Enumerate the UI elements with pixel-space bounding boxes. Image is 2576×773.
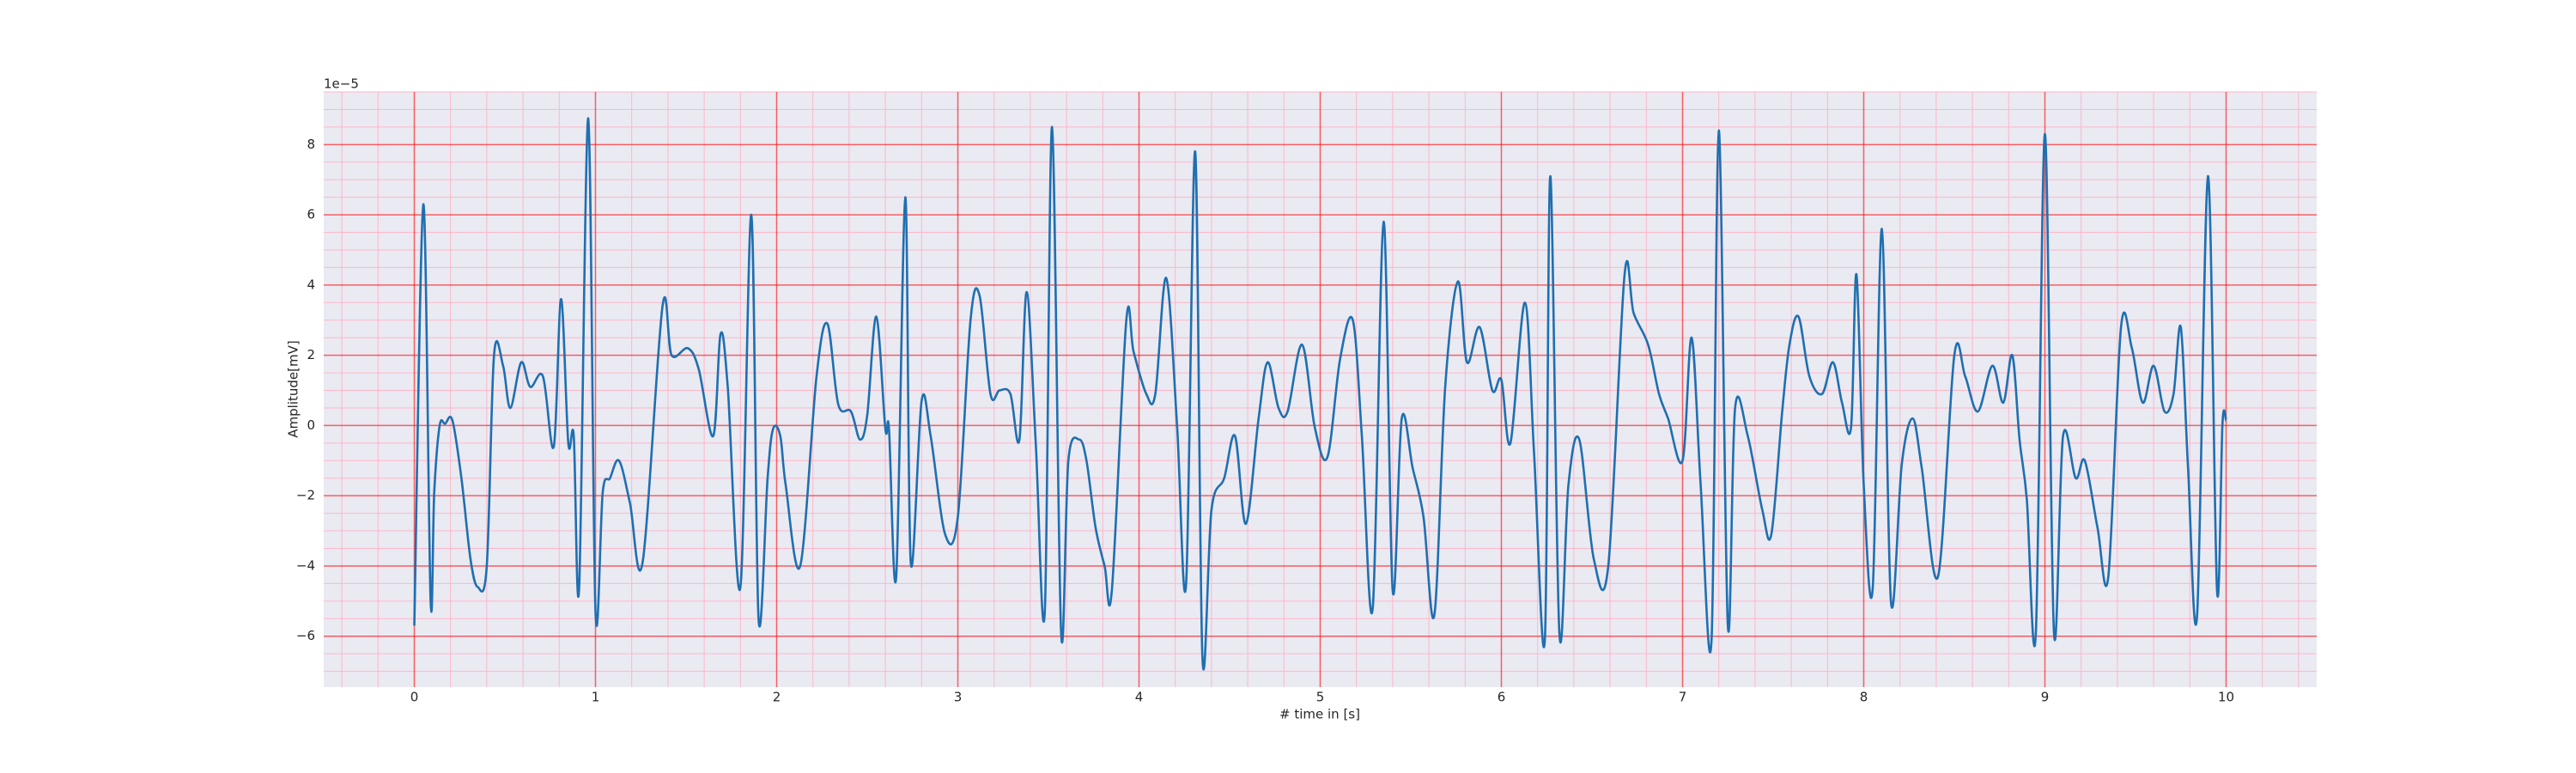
y-tick-label: −2 — [296, 488, 315, 503]
y-tick-label: 2 — [307, 347, 315, 362]
x-tick-label: 9 — [2041, 690, 2050, 705]
x-tick-label: 0 — [410, 690, 419, 705]
x-tick-label: 7 — [1679, 690, 1687, 705]
y-axis-label: Amplitude[mV] — [286, 340, 301, 437]
x-tick-label: 5 — [1316, 690, 1325, 705]
x-tick-label: 10 — [2218, 690, 2234, 705]
y-tick-label: −6 — [296, 628, 315, 643]
x-tick-label: 4 — [1135, 690, 1144, 705]
x-axis-label: # time in [s] — [1279, 707, 1360, 722]
x-tick-label: 8 — [1860, 690, 1868, 705]
signal-line — [413, 117, 2227, 671]
x-tick-label: 3 — [954, 690, 963, 705]
grid — [324, 91, 2317, 687]
x-tick-label: 2 — [773, 690, 781, 705]
x-tick-label: 1 — [592, 690, 600, 705]
y-tick-label: −4 — [296, 557, 315, 573]
y-tick-label: 0 — [307, 417, 315, 433]
x-tick-label: 6 — [1498, 690, 1506, 705]
y-tick-label: 6 — [307, 207, 315, 222]
offset-text: 1e−5 — [324, 76, 359, 92]
y-tick-label: 8 — [307, 137, 315, 152]
y-tick-label: 4 — [307, 277, 315, 292]
